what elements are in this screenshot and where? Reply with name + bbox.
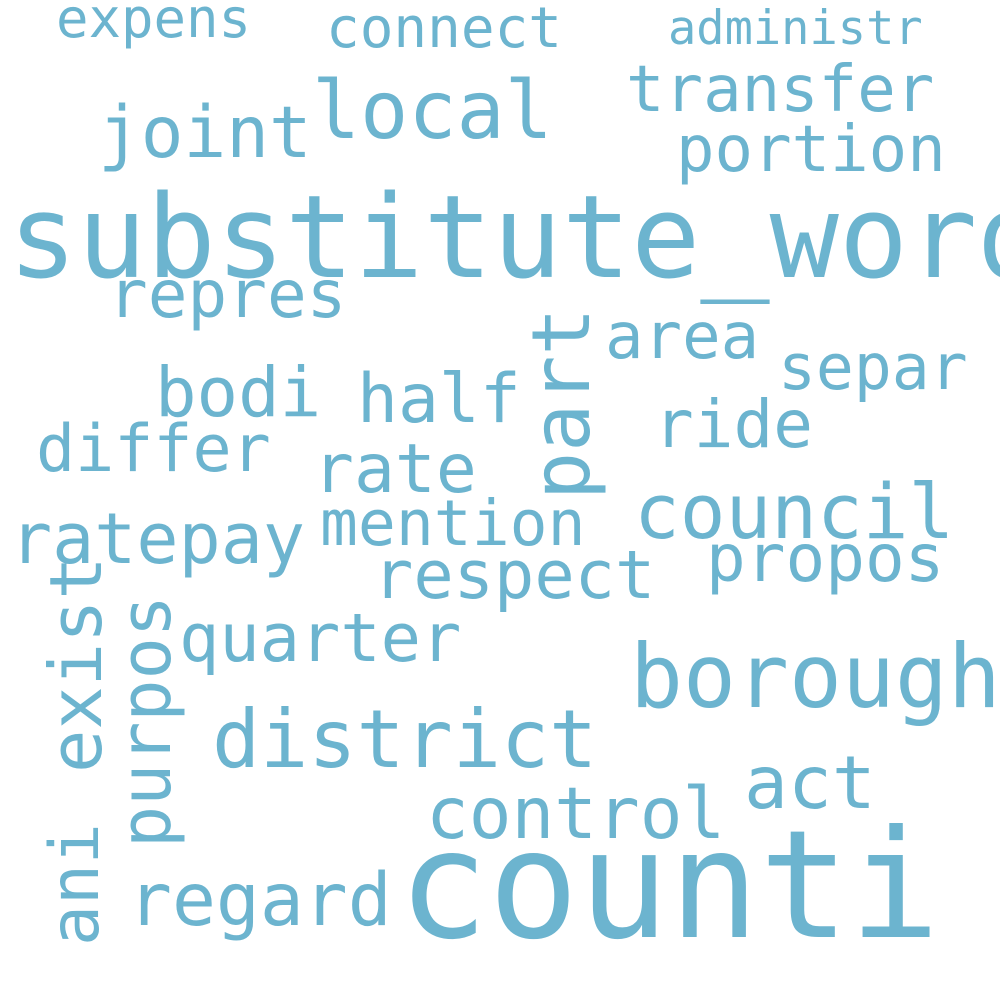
- word-ride: ride: [654, 386, 813, 463]
- word-propos: propos: [706, 520, 945, 597]
- word-quarter: quarter: [179, 599, 462, 677]
- word-rate: rate: [313, 430, 477, 509]
- word-ratepay: ratepay: [10, 498, 306, 580]
- word-separ: separ: [778, 331, 968, 404]
- word-regard: regard: [128, 858, 392, 943]
- word-transfer: transfer: [626, 53, 935, 127]
- word-bodi: bodi: [155, 353, 322, 433]
- word-respect: respect: [373, 536, 656, 614]
- word-borough: borough: [630, 625, 1000, 728]
- word-mention: mention: [320, 487, 586, 560]
- word-ani: ani: [36, 823, 115, 946]
- word-local: local: [312, 64, 553, 157]
- word-council: council: [634, 467, 955, 556]
- word-differ: differ: [36, 412, 271, 487]
- word-act: act: [744, 741, 876, 826]
- word-administr: administr: [668, 1, 923, 56]
- word-substitute-word: substitute_word: [8, 171, 1000, 305]
- word-purpos: purpos: [105, 595, 187, 848]
- word-joint: joint: [98, 91, 312, 174]
- word-expens: expens: [56, 0, 252, 50]
- word-repres: repres: [108, 256, 347, 333]
- word-exist: exist: [34, 556, 118, 773]
- word-half: half: [357, 360, 521, 439]
- word-district: district: [212, 693, 598, 786]
- word-part: part: [515, 307, 608, 500]
- word-area: area: [605, 300, 760, 374]
- word-control: control: [426, 772, 726, 855]
- word-connect: connect: [326, 0, 563, 61]
- word-counti: counti: [398, 799, 940, 973]
- word-portion: portion: [676, 113, 946, 187]
